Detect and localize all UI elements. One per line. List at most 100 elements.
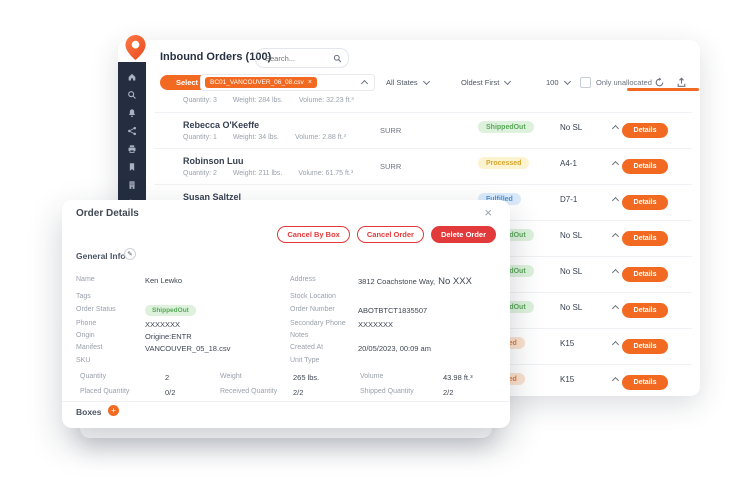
weight-label: Weight	[220, 373, 242, 380]
manifest-label: Manifest	[76, 344, 103, 351]
sidebar-item-search[interactable]	[118, 89, 146, 101]
secondary-phone-value: XXXXXXX	[358, 320, 394, 329]
location-dropdown[interactable]: No SL	[560, 123, 620, 133]
notes-label: Notes	[290, 332, 309, 339]
field-row: SKU Unit Type	[76, 357, 496, 369]
details-button[interactable]: Details	[622, 339, 668, 354]
only-unallocated-checkbox[interactable]	[580, 77, 591, 88]
sidebar-item-home[interactable]	[118, 71, 146, 83]
export-icon	[676, 76, 687, 91]
add-box-button[interactable]: +	[108, 405, 119, 416]
chevron-up-icon	[611, 268, 620, 277]
page-size-dropdown[interactable]: 100	[540, 77, 576, 88]
chip-remove-icon[interactable]: ×	[307, 79, 312, 86]
created-at-label: Created At	[290, 344, 324, 351]
field-row: Phone XXXXXXX Secondary Phone XXXXXXX	[76, 320, 496, 332]
unit-type-label: Unit Type	[290, 357, 320, 364]
status-badge: ShippedOut	[145, 305, 196, 316]
location-dropdown[interactable]: No SL	[560, 267, 620, 277]
location-dropdown[interactable]: No SL	[560, 231, 620, 241]
table-row: Robinson Luu Quantity: 2 Weight: 211 lbs…	[154, 148, 692, 185]
address-text: 3812 Coachstone Way,	[358, 277, 436, 286]
shipped-quantity-value: 2/2	[443, 388, 454, 397]
chevron-up-icon	[611, 340, 620, 349]
order-number-label: Order Number	[290, 306, 335, 313]
placed-quantity-label: Placed Quantity	[80, 388, 130, 395]
sidebar-item-bookmarks[interactable]	[118, 161, 146, 173]
chevron-up-icon	[611, 196, 620, 205]
search-icon[interactable]	[333, 54, 342, 63]
general-info-heading: General Info	[76, 251, 126, 261]
details-button[interactable]: Details	[622, 375, 668, 390]
chevron-up-icon	[611, 376, 620, 385]
secondary-phone-label: Secondary Phone	[290, 320, 346, 327]
placed-quantity-value: 0/2	[165, 388, 176, 397]
location-label: A4-1	[560, 159, 577, 168]
location-dropdown[interactable]: K15	[560, 375, 620, 385]
edit-general-info-button[interactable]: ✎	[124, 248, 136, 260]
location-label: D7-1	[560, 195, 578, 204]
location-label: No SL	[560, 267, 583, 276]
sidebar-item-company[interactable]	[118, 179, 146, 191]
chevron-down-icon	[563, 77, 571, 86]
order-weight: Weight: 34 lbs.	[232, 134, 279, 141]
details-button[interactable]: Details	[622, 123, 668, 138]
chevron-down-icon	[422, 77, 430, 86]
cancel-order-button[interactable]: Cancel Order	[356, 226, 424, 243]
search-input[interactable]	[256, 53, 333, 63]
search-box	[255, 48, 349, 68]
order-metrics: Quantity: 3 Weight: 284 lbs. Volume: 32.…	[183, 97, 368, 104]
tags-label: Tags	[76, 293, 91, 300]
sidebar-item-notifications[interactable]	[118, 107, 146, 119]
delete-order-button[interactable]: Delete Order	[430, 226, 496, 243]
address-text-2: No XXX	[438, 276, 472, 287]
details-button[interactable]: Details	[622, 159, 668, 174]
name-label: Name	[76, 276, 95, 283]
close-icon[interactable]: ×	[478, 204, 498, 221]
table-row: Quantity: 3 Weight: 284 lbs. Volume: 32.…	[154, 92, 692, 111]
order-volume: Volume: 32.23 ft.³	[298, 97, 354, 104]
sort-filter-dropdown[interactable]: Oldest First	[455, 77, 516, 88]
bookmark-icon	[127, 160, 137, 175]
details-button[interactable]: Details	[622, 231, 668, 246]
location-dropdown[interactable]: D7-1	[560, 195, 620, 205]
manifest-file-dropdown[interactable]: BC01_VANCOUVER_06_08.csv ×	[200, 74, 375, 91]
order-number-value: ABOTBTCT1835507	[358, 306, 428, 315]
states-filter-dropdown[interactable]: All States	[380, 77, 435, 88]
details-button[interactable]: Details	[622, 267, 668, 282]
location-dropdown[interactable]: No SL	[560, 303, 620, 313]
phone-value: XXXXXXX	[145, 320, 181, 329]
location-label: K15	[560, 339, 575, 348]
weight-value: 265 lbs.	[293, 373, 320, 382]
volume-label: Volume	[360, 373, 384, 380]
address-label: Address	[290, 276, 316, 283]
stock-location-label: Stock Location	[290, 293, 336, 300]
cancel-by-box-button[interactable]: Cancel By Box	[277, 226, 350, 243]
location-label: No SL	[560, 231, 583, 240]
modal-title: Order Details	[76, 208, 139, 219]
location-dropdown[interactable]: K15	[560, 339, 620, 349]
field-row: Name Ken Lewko Address 3812 Coachstone W…	[76, 276, 496, 288]
order-weight: Weight: 284 lbs.	[232, 97, 283, 104]
sidebar-item-share[interactable]	[118, 125, 146, 137]
address-value: 3812 Coachstone Way, No XXX	[358, 276, 472, 287]
order-weight: Weight: 211 lbs.	[232, 170, 283, 177]
page-title: Inbound Orders (100)	[160, 51, 272, 63]
field-row: Tags Stock Location	[76, 293, 496, 305]
location-dropdown[interactable]: A4-1	[560, 159, 620, 169]
order-metrics: Quantity: 2 Weight: 211 lbs. Volume: 61.…	[183, 170, 367, 177]
order-status-label: Order Status	[76, 306, 116, 313]
refresh-button[interactable]	[652, 74, 667, 93]
details-button[interactable]: Details	[622, 303, 668, 318]
chevron-up-icon	[611, 232, 620, 241]
phone-label: Phone	[76, 320, 97, 327]
export-button[interactable]	[674, 74, 689, 93]
field-row: Manifest VANCOUVER_05_18.csv Created At …	[76, 344, 496, 356]
plus-icon: +	[111, 405, 116, 415]
quantity-label: Quantity	[80, 373, 107, 380]
manifest-file-chip-label: BC01_VANCOUVER_06_08.csv	[210, 79, 304, 86]
states-filter-label: All States	[386, 78, 418, 87]
order-details-modal: Order Details × Cancel By Box Cancel Ord…	[62, 200, 510, 428]
details-button[interactable]: Details	[622, 195, 668, 210]
sidebar-item-print[interactable]	[118, 143, 146, 155]
